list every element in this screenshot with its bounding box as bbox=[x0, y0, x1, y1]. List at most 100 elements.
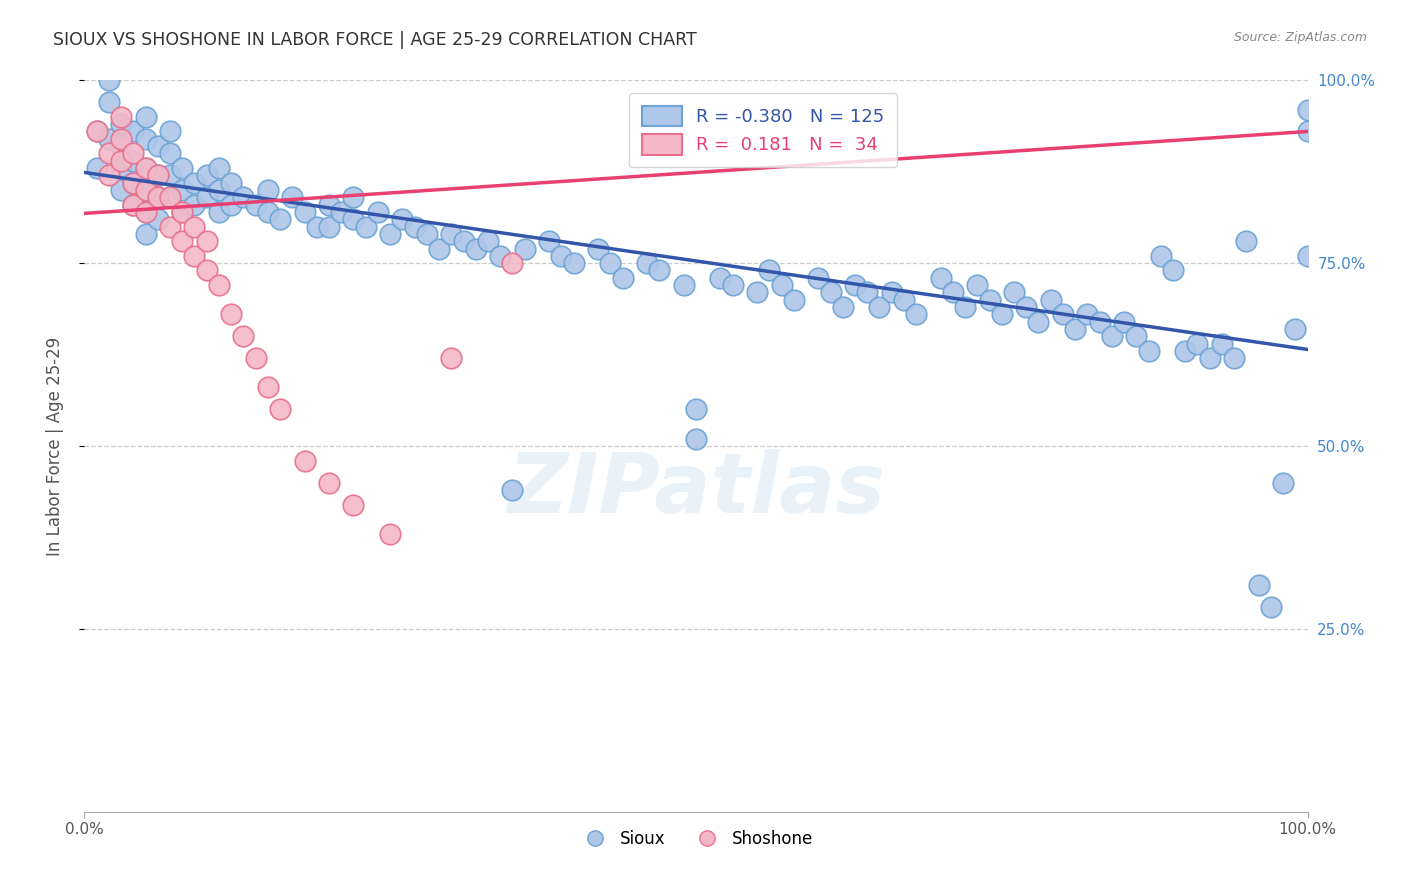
Point bbox=[146, 212, 169, 227]
Point bbox=[1125, 329, 1147, 343]
Point bbox=[380, 227, 402, 241]
Point bbox=[257, 205, 280, 219]
Point bbox=[172, 205, 194, 219]
Point bbox=[807, 270, 830, 285]
Point bbox=[195, 169, 218, 183]
Point bbox=[1236, 234, 1258, 248]
Point bbox=[1114, 315, 1136, 329]
Point bbox=[135, 161, 157, 175]
Point bbox=[122, 176, 145, 190]
Point bbox=[294, 205, 316, 219]
Point bbox=[135, 183, 157, 197]
Legend: Sioux, Shoshone: Sioux, Shoshone bbox=[572, 823, 820, 855]
Point bbox=[354, 219, 377, 234]
Point bbox=[135, 110, 157, 124]
Point bbox=[110, 139, 132, 153]
Point bbox=[1211, 336, 1233, 351]
Point bbox=[1137, 343, 1160, 358]
Point bbox=[427, 242, 450, 256]
Point bbox=[135, 161, 157, 175]
Point bbox=[1296, 103, 1319, 117]
Point bbox=[122, 176, 145, 190]
Point bbox=[820, 285, 842, 300]
Point bbox=[183, 176, 205, 190]
Point bbox=[219, 197, 242, 211]
Point bbox=[440, 351, 463, 366]
Point bbox=[831, 300, 853, 314]
Point bbox=[1284, 322, 1306, 336]
Point bbox=[464, 242, 486, 256]
Point bbox=[502, 256, 524, 270]
Point bbox=[146, 190, 169, 204]
Point bbox=[342, 498, 364, 512]
Point bbox=[1223, 351, 1246, 366]
Point bbox=[159, 146, 181, 161]
Point bbox=[208, 205, 231, 219]
Point bbox=[318, 219, 340, 234]
Point bbox=[110, 153, 132, 168]
Y-axis label: In Labor Force | Age 25-29: In Labor Force | Age 25-29 bbox=[45, 336, 63, 556]
Point bbox=[648, 263, 671, 277]
Point bbox=[1076, 307, 1098, 321]
Point bbox=[219, 307, 242, 321]
Point bbox=[110, 117, 132, 131]
Point bbox=[135, 183, 157, 197]
Point bbox=[122, 124, 145, 138]
Point bbox=[942, 285, 965, 300]
Point bbox=[183, 197, 205, 211]
Point bbox=[367, 205, 389, 219]
Point bbox=[1198, 351, 1220, 366]
Point bbox=[979, 293, 1001, 307]
Text: Source: ZipAtlas.com: Source: ZipAtlas.com bbox=[1233, 31, 1367, 45]
Point bbox=[86, 124, 108, 138]
Point bbox=[183, 219, 205, 234]
Point bbox=[146, 169, 169, 183]
Point bbox=[330, 205, 353, 219]
Point bbox=[97, 169, 120, 183]
Point bbox=[269, 212, 291, 227]
Point bbox=[1101, 329, 1123, 343]
Point bbox=[208, 161, 231, 175]
Point bbox=[219, 176, 242, 190]
Point bbox=[183, 249, 205, 263]
Point bbox=[159, 124, 181, 138]
Point bbox=[1272, 475, 1295, 490]
Point bbox=[502, 483, 524, 497]
Point bbox=[1028, 315, 1050, 329]
Point bbox=[146, 190, 169, 204]
Point bbox=[172, 183, 194, 197]
Point bbox=[257, 380, 280, 394]
Point bbox=[380, 526, 402, 541]
Point bbox=[208, 183, 231, 197]
Point bbox=[281, 190, 304, 204]
Point bbox=[122, 146, 145, 161]
Point bbox=[1088, 315, 1111, 329]
Point bbox=[869, 300, 891, 314]
Point bbox=[122, 197, 145, 211]
Point bbox=[844, 278, 866, 293]
Point bbox=[305, 219, 328, 234]
Point bbox=[758, 263, 780, 277]
Point bbox=[135, 205, 157, 219]
Point bbox=[135, 132, 157, 146]
Point bbox=[489, 249, 512, 263]
Point bbox=[1296, 124, 1319, 138]
Point bbox=[856, 285, 879, 300]
Point bbox=[685, 432, 707, 446]
Point bbox=[342, 190, 364, 204]
Point bbox=[453, 234, 475, 248]
Point bbox=[1015, 300, 1038, 314]
Point bbox=[159, 190, 181, 204]
Point bbox=[991, 307, 1014, 321]
Point bbox=[86, 161, 108, 175]
Point bbox=[195, 190, 218, 204]
Point bbox=[440, 227, 463, 241]
Point bbox=[172, 161, 194, 175]
Point bbox=[86, 124, 108, 138]
Point bbox=[245, 351, 267, 366]
Point bbox=[416, 227, 439, 241]
Point bbox=[195, 234, 218, 248]
Point bbox=[747, 285, 769, 300]
Point bbox=[318, 475, 340, 490]
Point bbox=[880, 285, 903, 300]
